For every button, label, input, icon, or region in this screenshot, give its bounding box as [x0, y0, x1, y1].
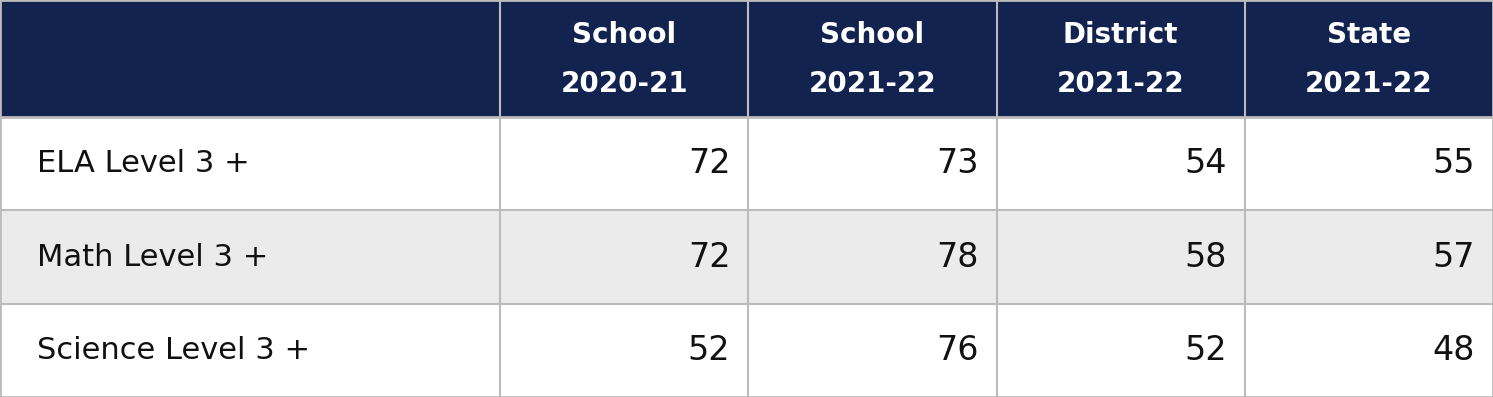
Bar — [1245, 0, 1493, 117]
Bar — [500, 0, 748, 117]
Text: School: School — [572, 21, 676, 49]
Text: 54: 54 — [1184, 147, 1227, 180]
Text: 2021-22: 2021-22 — [1305, 70, 1433, 98]
Text: Science Level 3 +: Science Level 3 + — [37, 336, 311, 365]
Text: 58: 58 — [1184, 241, 1227, 274]
Text: District: District — [1063, 21, 1178, 49]
Text: 78: 78 — [936, 241, 979, 274]
Text: School: School — [821, 21, 924, 49]
Text: 2021-22: 2021-22 — [1057, 70, 1184, 98]
Bar — [748, 0, 996, 117]
Text: 2020-21: 2020-21 — [560, 70, 688, 98]
Text: Math Level 3 +: Math Level 3 + — [37, 243, 269, 272]
Bar — [997, 0, 1245, 117]
Bar — [0, 210, 1493, 304]
Text: 73: 73 — [936, 147, 979, 180]
Bar — [0, 0, 500, 117]
Text: 48: 48 — [1433, 334, 1475, 367]
Text: State: State — [1327, 21, 1411, 49]
Bar — [0, 304, 1493, 397]
Text: 72: 72 — [688, 147, 730, 180]
Bar — [0, 117, 1493, 210]
Text: 52: 52 — [688, 334, 730, 367]
Text: 72: 72 — [688, 241, 730, 274]
Text: 57: 57 — [1433, 241, 1475, 274]
Text: ELA Level 3 +: ELA Level 3 + — [37, 149, 249, 178]
Text: 76: 76 — [936, 334, 979, 367]
Text: 2021-22: 2021-22 — [809, 70, 936, 98]
Text: 52: 52 — [1184, 334, 1227, 367]
Text: 55: 55 — [1433, 147, 1475, 180]
